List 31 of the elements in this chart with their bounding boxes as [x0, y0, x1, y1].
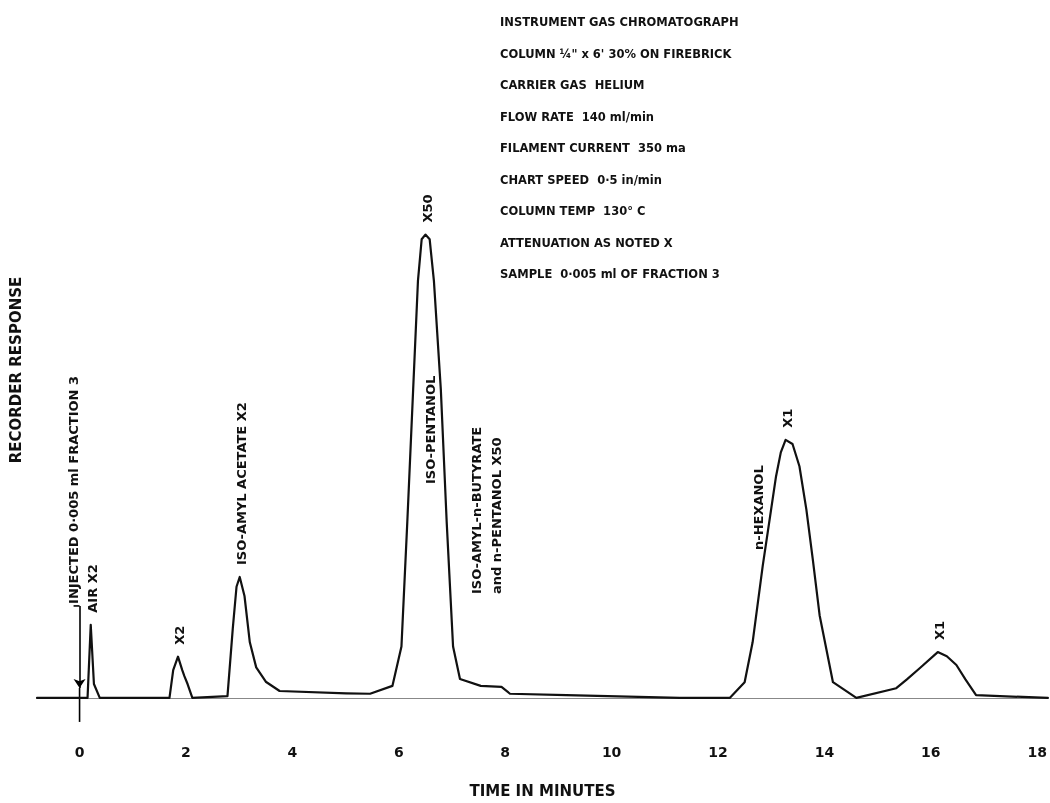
x-tick-label: 8: [500, 744, 511, 760]
text: FILAMENT CURRENT 350 ma: [500, 141, 686, 155]
text: CARRIER GAS HELIUM: [500, 78, 645, 92]
text: COLUMN TEMP 130° C: [500, 204, 646, 218]
x-tick-label: 18: [1027, 744, 1047, 760]
text: INSTRUMENT GAS CHROMATOGRAPH: [500, 15, 739, 29]
annotation: n-HEXANOL: [750, 465, 766, 550]
text: COLUMN ¼" x 6' 30% ON FIREBRICK: [500, 46, 733, 61]
x-tick-label: 14: [814, 744, 835, 760]
annotation: SAMPLE 0·005 ml OF FRACTION 3: [500, 267, 720, 281]
x-axis-title: TIME IN MINUTES: [469, 781, 616, 800]
annotation: AIR X2: [85, 564, 101, 613]
x-tick-label: 6: [393, 744, 404, 760]
x-tick-label: 12: [708, 744, 728, 760]
annotation: X50: [419, 194, 435, 223]
text: FLOW RATE 140 ml/min: [500, 109, 655, 124]
annotation: X2: [172, 625, 188, 645]
x-tick-label: 2: [181, 744, 191, 760]
annotation: ISO-PENTANOL: [422, 375, 438, 484]
x-tick-label: 0: [74, 744, 85, 760]
annotation: ISO-AMYL-n-BUTYRATE and n-PENTANOL X50: [468, 426, 504, 594]
ref-line-label: INJECTED 0·005 ml FRACTION 3: [66, 376, 82, 604]
y-axis-title: RECORDER RESPONSE: [7, 276, 25, 464]
annotation: ATTENUATION AS NOTED X: [500, 235, 673, 250]
x-tick-label: 4: [287, 744, 298, 760]
annotation: ISO-AMYL ACETATE X2: [234, 402, 250, 565]
annotation: X1: [780, 408, 796, 428]
text: CHART SPEED 0·5 in/min: [500, 172, 662, 187]
x-tick-label: 10: [601, 744, 622, 760]
x-tick-label: 16: [921, 744, 941, 760]
annotation: X1: [932, 620, 948, 641]
